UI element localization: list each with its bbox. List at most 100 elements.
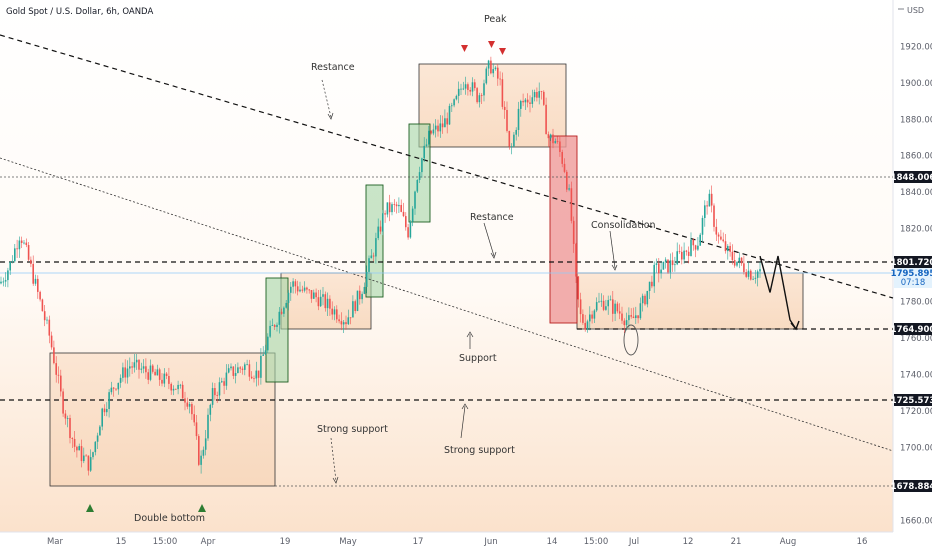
candle-body xyxy=(310,290,313,299)
candle-body xyxy=(556,141,559,142)
candle-body xyxy=(655,263,658,265)
bottom-arrow-1 xyxy=(86,504,94,512)
candle-body xyxy=(303,287,306,291)
candle-body xyxy=(4,280,7,282)
candle-body xyxy=(501,79,504,107)
candle-body xyxy=(529,102,531,104)
candle-body xyxy=(377,226,379,239)
candle-body xyxy=(230,366,232,369)
candle-body xyxy=(103,408,106,413)
candle-body xyxy=(227,368,230,373)
candle-body xyxy=(267,336,269,351)
candle-body xyxy=(78,446,80,451)
y-tick-label: 1760.00 xyxy=(900,334,932,344)
candle-body xyxy=(681,251,683,260)
candle-body xyxy=(37,278,39,292)
candle-body xyxy=(99,426,101,436)
candle-body xyxy=(407,227,409,238)
candle-body xyxy=(423,145,425,159)
candle-body xyxy=(584,322,586,330)
candle-body xyxy=(179,384,182,386)
candle-body xyxy=(53,347,55,364)
candle-body xyxy=(740,257,743,264)
candle-body xyxy=(398,204,400,207)
candle-body xyxy=(391,204,393,213)
candle-body xyxy=(246,364,248,366)
candle-body xyxy=(483,83,485,96)
candle-body xyxy=(614,303,616,314)
candle-body xyxy=(218,382,221,396)
candle-body xyxy=(195,422,198,437)
pricetag-1848: 1848.006 xyxy=(891,171,932,183)
candle-body xyxy=(336,309,338,320)
candle-body xyxy=(211,388,214,405)
x-tick-label: 12 xyxy=(683,537,694,547)
candle-body xyxy=(669,260,672,273)
candle-body xyxy=(393,204,396,205)
candle-body xyxy=(379,226,382,232)
candle-body xyxy=(515,129,517,135)
y-tick-label: 1900.00 xyxy=(900,79,932,89)
candle-body xyxy=(112,387,115,389)
x-tick-label: Aug xyxy=(780,537,797,547)
candle-body xyxy=(39,291,41,300)
symbol-title: Gold Spot / U.S. Dollar, 6h, OANDA xyxy=(6,7,153,17)
candle-body xyxy=(699,234,701,246)
candle-body xyxy=(674,264,676,266)
candle-body xyxy=(181,384,184,399)
candle-body xyxy=(639,303,642,319)
candle-body xyxy=(446,118,448,125)
candle-body xyxy=(722,239,724,242)
candle-body xyxy=(526,99,529,103)
candle-body xyxy=(69,417,71,439)
candle-body xyxy=(161,379,163,384)
candle-body xyxy=(18,240,21,250)
candle-body xyxy=(428,130,430,145)
candle-body xyxy=(724,241,727,252)
candle-body xyxy=(439,123,442,132)
drop-box xyxy=(549,135,578,324)
consolidation-zone xyxy=(576,272,804,330)
candle-body xyxy=(630,315,632,317)
svg-text:1795.895: 1795.895 xyxy=(891,269,932,279)
candle-body xyxy=(745,272,747,277)
candle-body xyxy=(503,106,506,111)
candle-body xyxy=(409,221,412,238)
candle-body xyxy=(743,263,745,273)
x-tick-label: 15 xyxy=(116,537,127,547)
candle-body xyxy=(76,446,78,451)
candle-body xyxy=(207,414,209,439)
candle-body xyxy=(386,202,389,215)
candle-body xyxy=(191,404,193,415)
candle-body xyxy=(478,95,481,103)
candle-body xyxy=(485,68,488,84)
resistance-pointer-2-head xyxy=(490,251,497,259)
candle-body xyxy=(239,367,241,369)
candle-body xyxy=(122,367,124,378)
candle-body xyxy=(738,257,741,262)
candle-body xyxy=(32,263,34,284)
x-tick-label: Apr xyxy=(201,537,216,547)
candle-body xyxy=(89,457,92,471)
candle-body xyxy=(129,366,131,369)
candle-body xyxy=(713,205,715,227)
candle-body xyxy=(494,67,497,70)
candle-body xyxy=(278,311,281,325)
candle-body xyxy=(625,320,628,326)
candle-body xyxy=(566,171,568,190)
candle-body xyxy=(117,382,120,390)
descending-support-line xyxy=(0,157,894,452)
candle-body xyxy=(648,281,651,291)
candle-body xyxy=(333,309,336,315)
y-tick-label: 1920.00 xyxy=(900,42,932,52)
candle-body xyxy=(522,100,524,103)
candle-body xyxy=(469,89,471,92)
candle-body xyxy=(641,295,644,304)
candle-body xyxy=(499,78,501,80)
candle-body xyxy=(690,239,692,256)
candle-body xyxy=(257,370,260,378)
candle-body xyxy=(280,311,283,314)
candle-body xyxy=(25,242,28,246)
y-tick-label: 1840.00 xyxy=(900,188,932,198)
